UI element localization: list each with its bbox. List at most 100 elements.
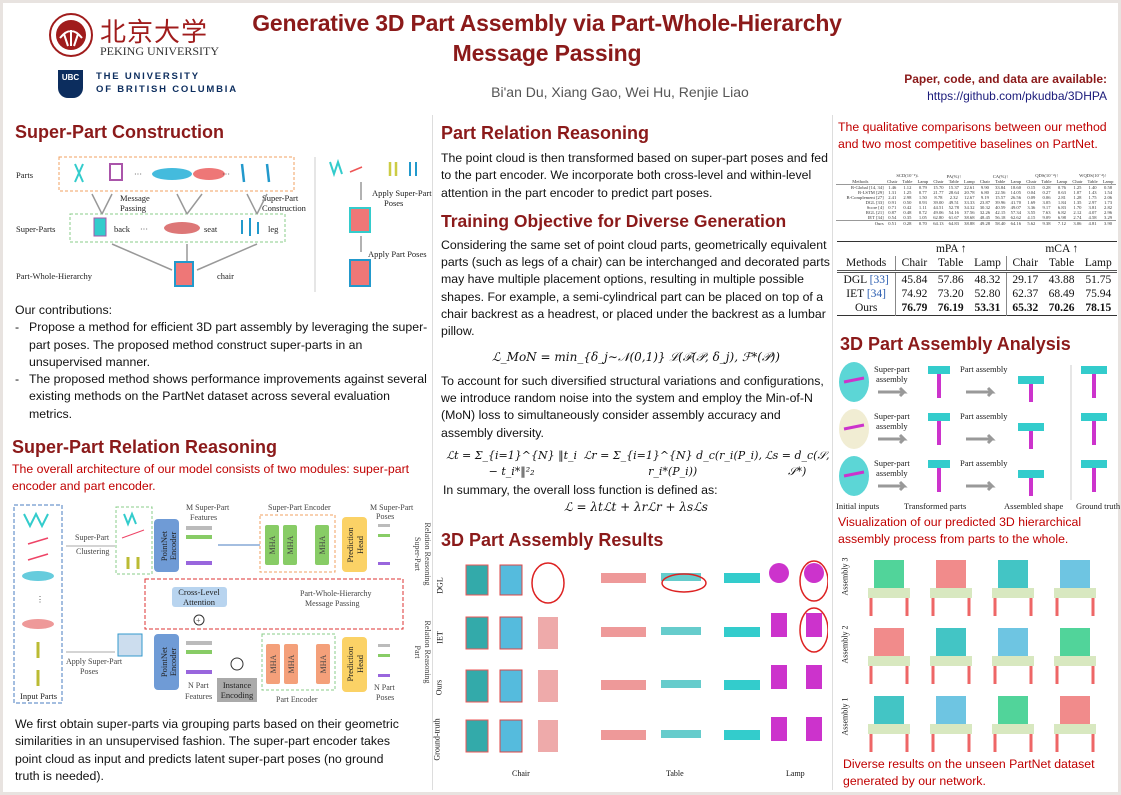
diverse-chair <box>992 628 1034 684</box>
training-body-3: In summary, the overall loss function is… <box>443 482 718 497</box>
table-row: B-Complement [27] 2.41 2.98 1.50 8.78 2.32 12.… <box>846 195 1113 200</box>
equation-total: ℒ = λtℒt + λrℒr + λsℒs <box>564 500 708 515</box>
table-row: B-Global [14, 34] 1.46 1.12 0.79 15.70 15.37 2… <box>850 185 1113 190</box>
row-label-assembly-3: Assembly 3 <box>840 557 850 596</box>
part-legs-icon <box>240 163 271 183</box>
svg-text:Construction: Construction <box>262 203 307 213</box>
diverse-chair <box>868 696 910 752</box>
middle-column: Part Relation Reasoning The point cloud … <box>433 122 831 783</box>
svg-text:leg: leg <box>268 224 279 234</box>
column-label-chair: Chair <box>512 769 530 779</box>
diverse-chair <box>930 560 972 616</box>
row-label-ground-truth: Ground-truth <box>432 718 442 761</box>
column-divider <box>432 115 433 790</box>
pku-logo <box>48 12 94 63</box>
svg-text:assembly: assembly <box>876 468 908 478</box>
svg-text:back: back <box>114 224 131 234</box>
svg-text:Initial inputs: Initial inputs <box>836 501 879 511</box>
super-parts-label: Super-Parts <box>16 224 56 234</box>
hierarchy-label: Part-Whole-Hierarchy <box>16 271 93 281</box>
pku-seal-icon <box>49 13 93 57</box>
section-title-training: Training Objective for Diverse Generatio… <box>441 210 787 231</box>
svg-text:Assembled shape: Assembled shape <box>1004 501 1063 511</box>
svg-text:Super-part: Super-part <box>874 458 910 468</box>
svg-text:Input Parts: Input Parts <box>20 691 57 701</box>
table-row: Ours 76.79 76.19 53.31 65.32 70.26 78.15 <box>854 301 1112 316</box>
row-label-assembly-2: Assembly 2 <box>840 625 850 664</box>
svg-text:Part: Part <box>413 646 422 660</box>
svg-text:Cross-Level: Cross-Level <box>178 587 220 597</box>
svg-text:seat: seat <box>204 224 218 234</box>
svg-text:Transformed parts: Transformed parts <box>904 501 966 511</box>
svg-text:MHA: MHA <box>319 654 328 673</box>
table-group-header: SCD(10⁻³)↓ PA(%)↑ CA(%)↑ QDS(10⁻⁴)↑ WQDS(10⁻… <box>896 173 1107 179</box>
svg-text:Message: Message <box>120 193 150 203</box>
svg-text:Part assembly: Part assembly <box>960 364 1008 374</box>
architecture-caption: The overall architecture of our model co… <box>12 462 410 494</box>
row-iet <box>465 607 828 653</box>
column-label-lamp: Lamp <box>786 769 805 779</box>
pointnet-encoder-top <box>154 519 179 572</box>
svg-text:···: ··· <box>222 170 230 179</box>
table-column-header: Methods Chair Table Lamp Chair Table Lamp Chair… <box>836 179 1116 185</box>
svg-text:⋮: ⋮ <box>36 595 44 604</box>
svg-text:Apply Part Poses: Apply Part Poses <box>368 249 427 259</box>
analysis-caption: Visualization of our predicted 3D hierar… <box>838 515 1082 547</box>
section-title-results: 3D Part Assembly Results <box>441 530 664 551</box>
diverse-chair <box>992 560 1034 616</box>
row-label-dgl: DGL <box>435 577 445 594</box>
svg-text:Head: Head <box>355 535 365 554</box>
super-part-construction-figure: Parts Super-Parts Part-Whole-Hierarchy ·… <box>16 156 432 292</box>
svg-text:Part-Whole-Hierarchy: Part-Whole-Hierarchy <box>300 589 372 598</box>
svg-text:Clustering: Clustering <box>76 547 109 556</box>
pku-chinese-name: 北京大学 <box>100 18 209 48</box>
ubc-line2: OF BRITISH COLUMBIA <box>96 84 238 95</box>
svg-text:Encoding: Encoding <box>221 690 254 700</box>
table-row: DGL [33] 45.84 57.86 48.32 29.17 43.88 51.75 <box>837 271 1117 287</box>
equation-shape: ℒs = d_c(𝒮, 𝒮*) <box>764 448 830 478</box>
svg-text:···: ··· <box>134 170 142 179</box>
svg-text:chair: chair <box>217 271 234 281</box>
svg-text:MHA: MHA <box>269 654 278 673</box>
diverse-chair <box>868 628 910 684</box>
back-icon <box>93 217 107 237</box>
svg-text:Prediction: Prediction <box>345 646 355 682</box>
svg-text:PointNet: PointNet <box>159 530 169 561</box>
column-label-table: Table <box>666 769 684 779</box>
svg-text:Poses: Poses <box>384 198 403 208</box>
table-row: IET [34] 74.92 73.20 52.80 62.37 68.49 75.94 <box>846 287 1112 301</box>
poster-title: Generative 3D Part Assembly via Part-Who… <box>232 8 862 68</box>
assembled-chair-icon <box>349 259 371 287</box>
row-label-iet: IET <box>435 631 445 644</box>
svg-text:Attention: Attention <box>183 597 216 607</box>
arrow-icon <box>878 433 908 445</box>
intermediate-chair-icon <box>349 207 371 233</box>
part-frame-icon <box>109 163 123 181</box>
contribution-item: - The proposed method shows performance i… <box>15 372 427 421</box>
parts-label: Parts <box>16 170 33 180</box>
results-renderings <box>465 560 828 753</box>
full-results-table: SCD(10⁻³)↓ PA(%)↑ CA(%)↑ QDS(10⁻⁴)↑ WQDS(10⁻… <box>836 173 1116 226</box>
svg-text:MHA: MHA <box>287 654 296 673</box>
svg-text:MHA: MHA <box>318 535 327 554</box>
title-line-1: Generative 3D Part Assembly via Part-Who… <box>252 10 842 36</box>
part-relation-body: The point cloud is then transformed base… <box>441 151 828 200</box>
super-parts-box <box>69 213 286 243</box>
diverse-results-figure: Assembly 3 Assembly 2 Assembly 1 <box>836 552 1121 752</box>
svg-text:Head: Head <box>355 654 365 673</box>
section-title-construction: Super-Part Construction <box>15 122 225 142</box>
diverse-chair <box>1054 628 1096 684</box>
table-group-header: mPA ↑ mCA ↑ <box>935 243 1079 255</box>
diverse-renderings <box>868 560 1096 752</box>
svg-text:assembly: assembly <box>876 421 908 431</box>
svg-text:M Super-Part: M Super-Part <box>370 503 414 512</box>
section-title-relation: Super-Part Relation Reasoning <box>12 437 278 457</box>
github-link[interactable]: https://github.com/pkudba/3DHPA <box>927 89 1107 103</box>
diverse-caption: Diverse results on the unseen PartNet da… <box>843 757 1095 789</box>
svg-text:Relation Reasoning: Relation Reasoning <box>423 621 432 684</box>
svg-text:Super-part: Super-part <box>874 364 910 374</box>
seat-icon <box>164 222 200 234</box>
